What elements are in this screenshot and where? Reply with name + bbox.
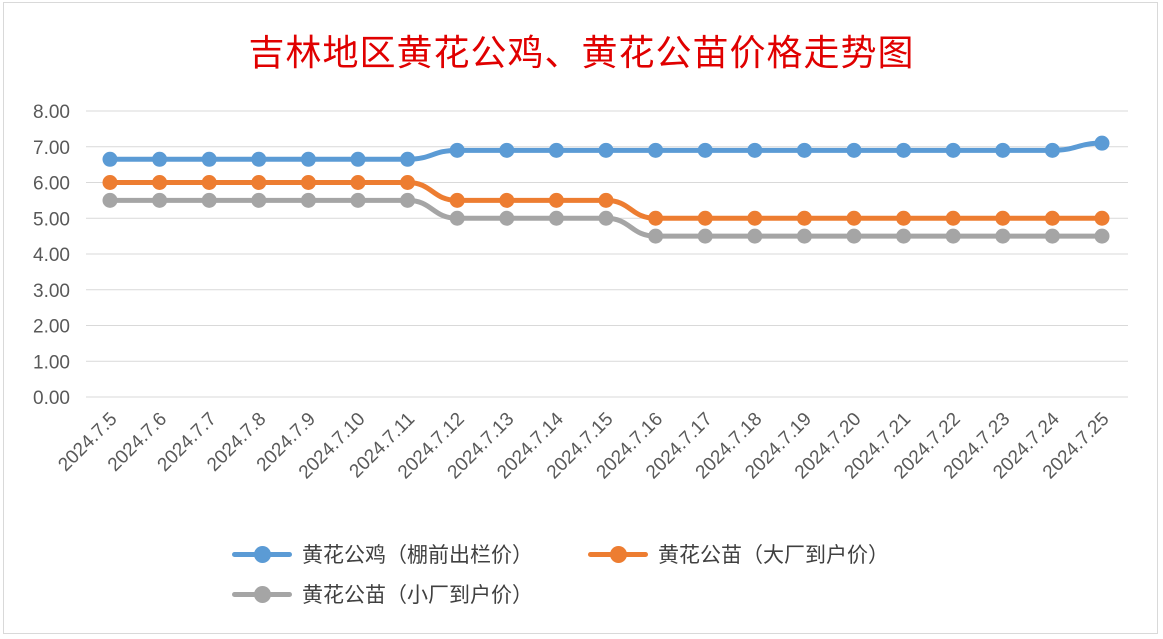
data-point[interactable]	[1044, 142, 1060, 158]
y-tick-label: 5.00	[33, 209, 70, 230]
y-tick-label: 1.00	[33, 352, 70, 373]
legend-item-series-1[interactable]: 黄花公鸡（棚前出栏价）	[230, 536, 533, 572]
data-point[interactable]	[400, 175, 416, 190]
series-3	[102, 192, 1110, 244]
data-point[interactable]	[201, 175, 217, 190]
data-point[interactable]	[548, 192, 564, 208]
data-point[interactable]	[499, 142, 515, 158]
data-point[interactable]	[747, 228, 763, 244]
data-point[interactable]	[350, 151, 366, 167]
data-point[interactable]	[747, 142, 763, 158]
data-point[interactable]	[1044, 228, 1060, 244]
data-point[interactable]	[1094, 135, 1110, 151]
data-point[interactable]	[896, 228, 912, 244]
y-tick-label: 3.00	[33, 281, 70, 302]
data-point[interactable]	[102, 192, 118, 208]
legend-item-series-3[interactable]: 黄花公苗（小厂到户价）	[230, 576, 533, 612]
data-point[interactable]	[499, 210, 515, 226]
data-point[interactable]	[548, 142, 564, 158]
data-point[interactable]	[102, 151, 118, 167]
data-point[interactable]	[1094, 228, 1110, 244]
data-point[interactable]	[350, 175, 366, 190]
y-tick-label: 2.00	[33, 317, 70, 338]
data-point[interactable]	[995, 228, 1011, 244]
data-point[interactable]	[747, 210, 763, 226]
data-point[interactable]	[350, 192, 366, 208]
y-axis: 0.00 1.00 2.00 3.00 4.00 5.00 6.00 7.00 8.00	[33, 102, 70, 409]
data-point[interactable]	[251, 175, 267, 190]
data-point[interactable]	[945, 142, 961, 158]
data-point[interactable]	[201, 192, 217, 208]
y-tick-label: 8.00	[33, 102, 70, 123]
data-point[interactable]	[945, 228, 961, 244]
data-point[interactable]	[697, 142, 713, 158]
data-point[interactable]	[995, 142, 1011, 158]
data-point[interactable]	[102, 175, 118, 190]
data-point[interactable]	[648, 228, 664, 244]
legend-label-series-3: 黄花公苗（小厂到户价）	[302, 583, 533, 607]
data-point[interactable]	[300, 151, 316, 167]
legend-label-series-1: 黄花公鸡（棚前出栏价）	[302, 543, 533, 567]
series-1	[102, 135, 1110, 167]
data-point[interactable]	[400, 192, 416, 208]
data-point[interactable]	[449, 192, 465, 208]
data-point[interactable]	[846, 210, 862, 226]
data-point[interactable]	[697, 210, 713, 226]
legend-swatch-series-1	[230, 536, 294, 572]
data-point[interactable]	[400, 151, 416, 167]
data-point[interactable]	[300, 175, 316, 190]
legend-label-series-2: 黄花公苗（大厂到户价）	[658, 543, 889, 567]
data-point[interactable]	[598, 192, 614, 208]
y-tick-label: 4.00	[33, 245, 70, 266]
y-tick-label: 0.00	[33, 388, 70, 409]
data-point[interactable]	[995, 210, 1011, 226]
data-point[interactable]	[300, 192, 316, 208]
y-tick-label: 6.00	[33, 174, 70, 195]
data-point[interactable]	[846, 228, 862, 244]
chart-frame	[3, 2, 1158, 634]
data-point[interactable]	[796, 210, 812, 226]
data-point[interactable]	[449, 142, 465, 158]
chart-title: 吉林地区黄花公鸡、黄花公苗价格走势图	[248, 33, 915, 74]
data-point[interactable]	[548, 210, 564, 226]
data-point[interactable]	[648, 210, 664, 226]
data-point[interactable]	[152, 151, 168, 167]
data-point[interactable]	[449, 210, 465, 226]
data-point[interactable]	[846, 142, 862, 158]
series-lines	[102, 135, 1110, 244]
data-point[interactable]	[1094, 210, 1110, 226]
data-point[interactable]	[896, 210, 912, 226]
data-point[interactable]	[1044, 210, 1060, 226]
data-point[interactable]	[796, 228, 812, 244]
data-point[interactable]	[796, 142, 812, 158]
data-point[interactable]	[648, 142, 664, 158]
legend-swatch-series-2	[586, 536, 650, 572]
data-point[interactable]	[598, 210, 614, 226]
data-point[interactable]	[152, 175, 168, 190]
data-point[interactable]	[697, 228, 713, 244]
data-point[interactable]	[152, 192, 168, 208]
data-point[interactable]	[201, 151, 217, 167]
x-axis: 2024.7.52024.7.62024.7.72024.7.82024.7.9…	[54, 408, 1113, 483]
y-tick-label: 7.00	[33, 138, 70, 159]
series-2	[102, 175, 1110, 226]
data-point[interactable]	[598, 142, 614, 158]
legend-swatch-series-3	[230, 576, 294, 612]
data-point[interactable]	[499, 192, 515, 208]
data-point[interactable]	[945, 210, 961, 226]
data-point[interactable]	[251, 151, 267, 167]
data-point[interactable]	[896, 142, 912, 158]
data-point[interactable]	[251, 192, 267, 208]
legend-item-series-2[interactable]: 黄花公苗（大厂到户价）	[586, 536, 889, 572]
